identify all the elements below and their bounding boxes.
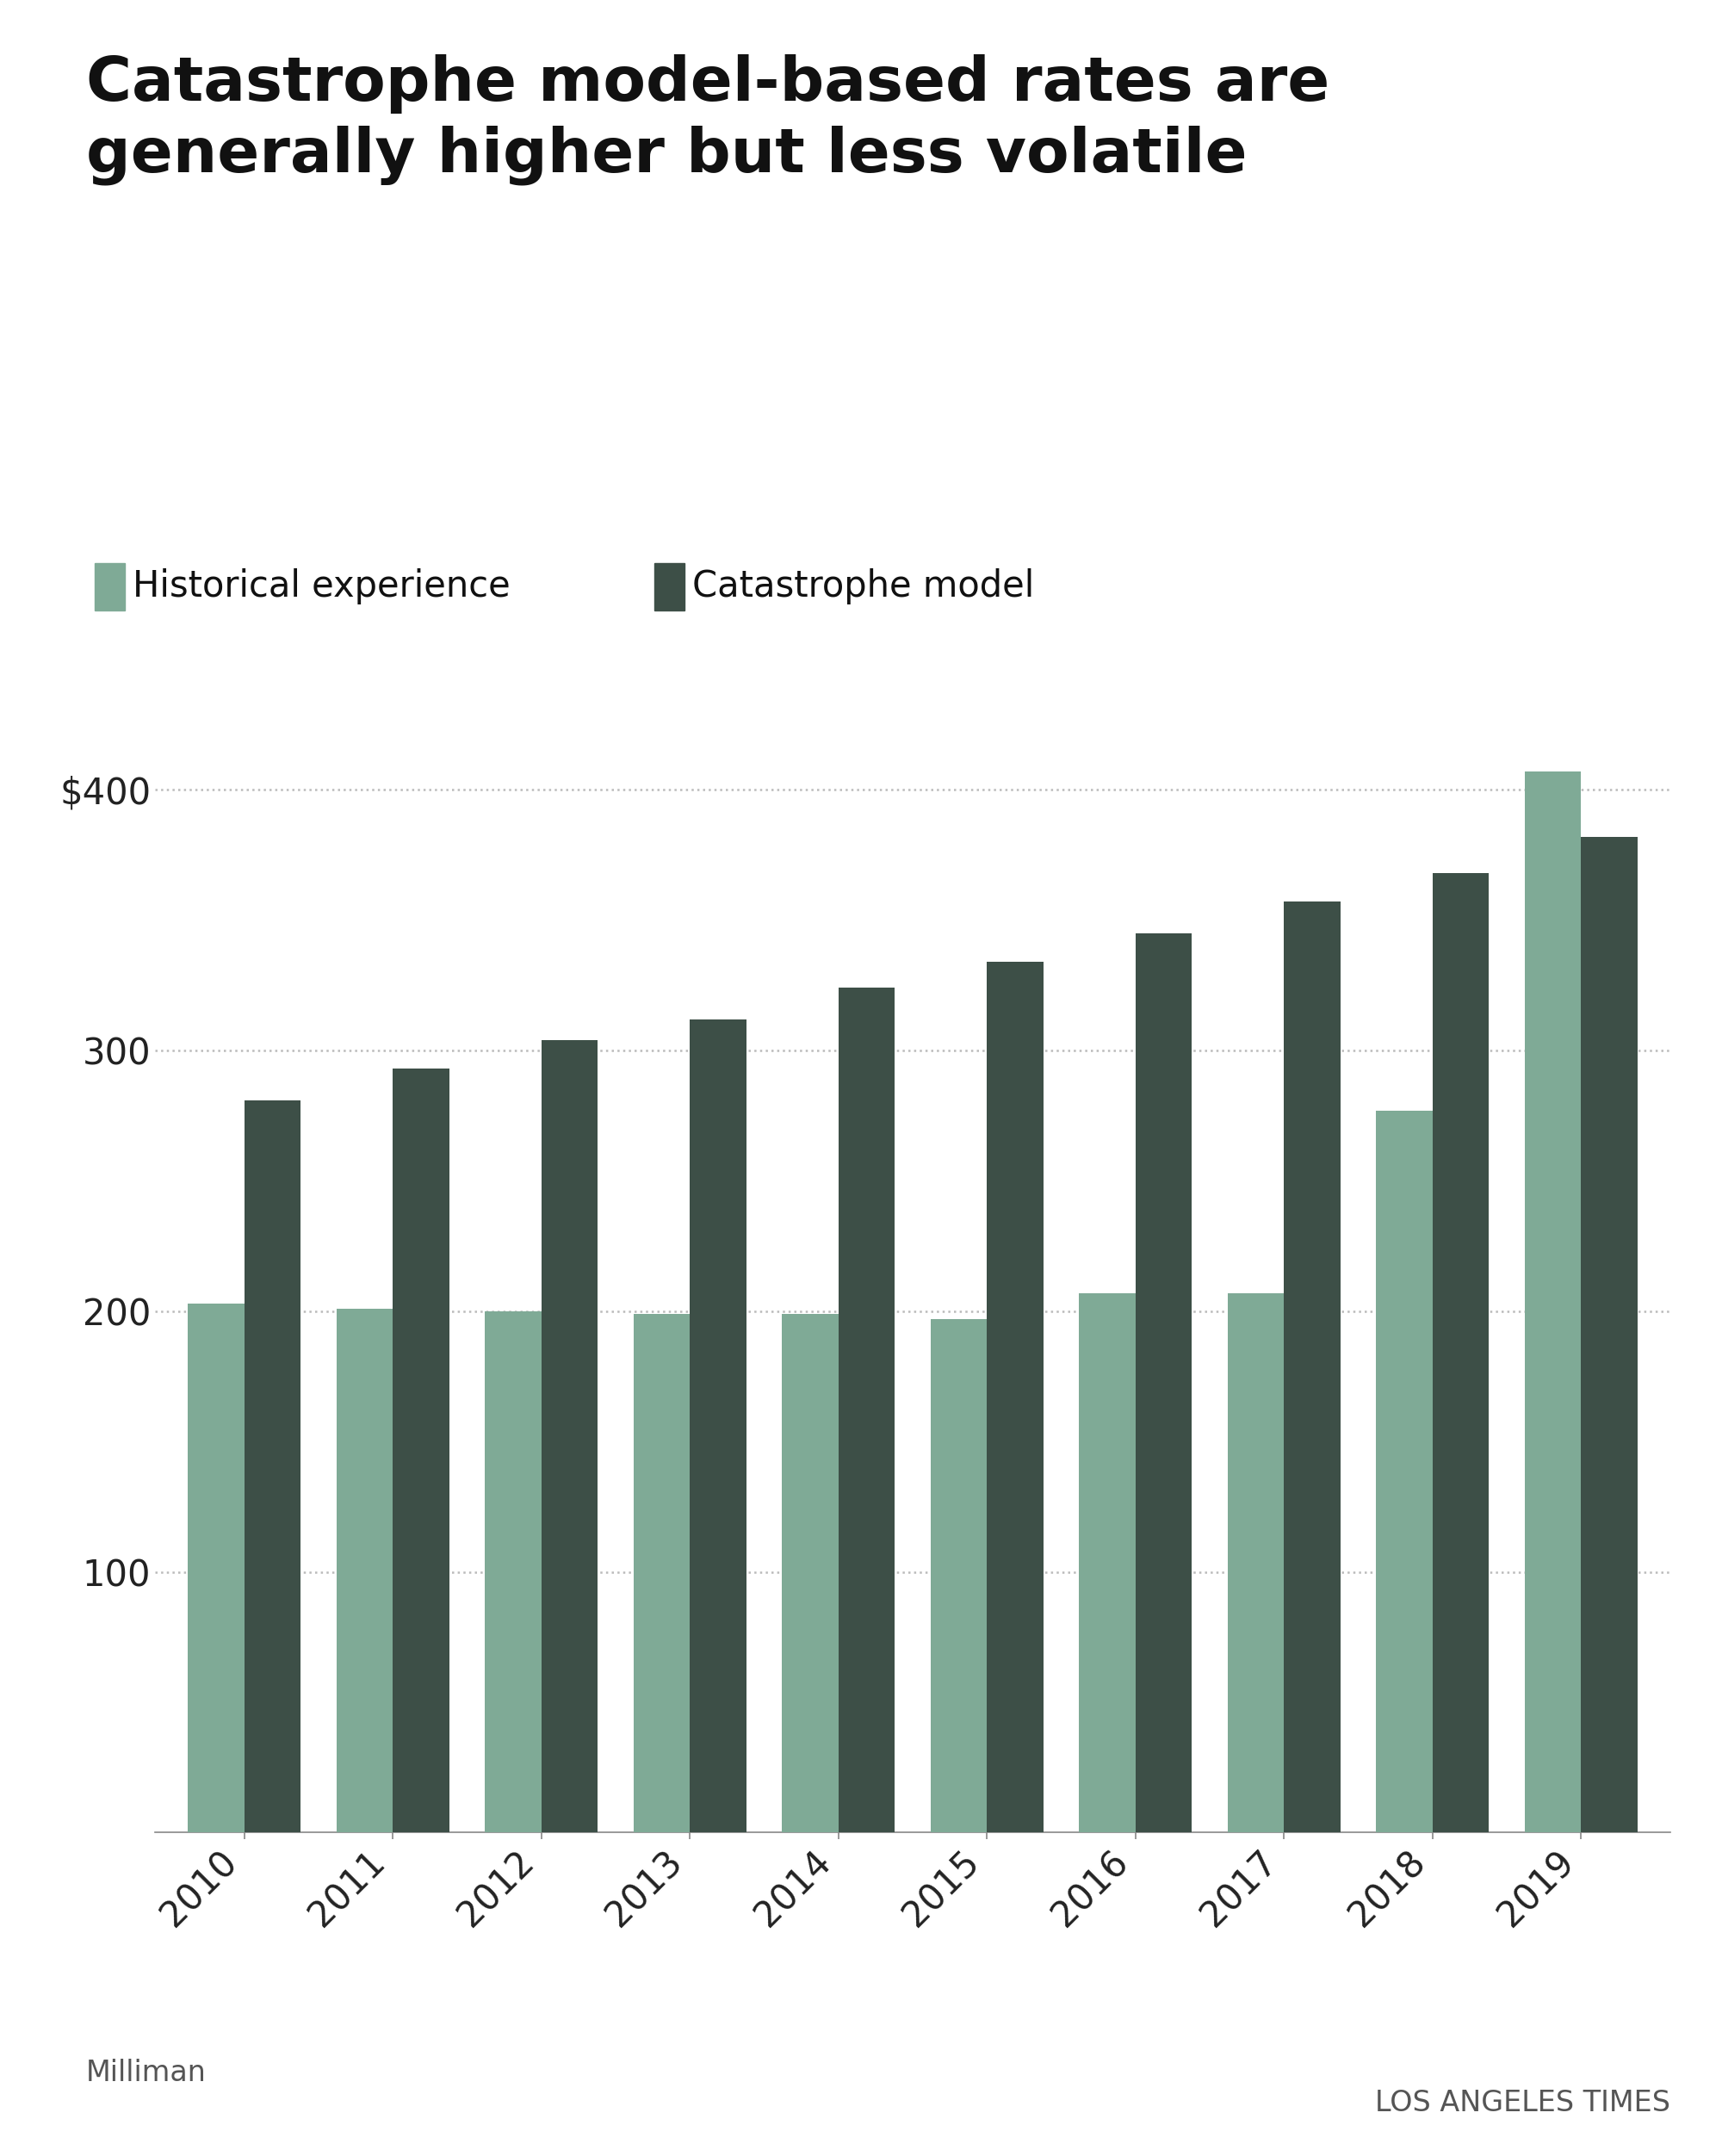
Text: LOS ANGELES TIMES: LOS ANGELES TIMES: [1374, 2089, 1670, 2117]
Bar: [1228, 1294, 1285, 1833]
Text: Catastrophe model-based rates are
generally higher but less volatile: Catastrophe model-based rates are genera…: [86, 54, 1329, 185]
Bar: [634, 1313, 691, 1833]
Bar: [782, 1313, 839, 1833]
Text: Historical experience: Historical experience: [133, 569, 510, 604]
Text: Milliman: Milliman: [86, 2059, 207, 2087]
Bar: [1581, 837, 1638, 1833]
Bar: [1524, 772, 1581, 1833]
Bar: [1080, 1294, 1135, 1833]
Bar: [691, 1020, 746, 1833]
Bar: [839, 987, 895, 1833]
Bar: [930, 1319, 987, 1833]
Bar: [987, 962, 1044, 1833]
Bar: [486, 1311, 541, 1833]
Bar: [245, 1100, 301, 1833]
Bar: [1376, 1110, 1433, 1833]
Bar: [1135, 934, 1192, 1833]
Bar: [1285, 901, 1340, 1833]
Text: Catastrophe model: Catastrophe model: [692, 569, 1035, 604]
Bar: [541, 1039, 598, 1833]
Bar: [336, 1309, 393, 1833]
Bar: [188, 1304, 245, 1833]
Bar: [1433, 873, 1490, 1833]
Bar: [393, 1069, 449, 1833]
